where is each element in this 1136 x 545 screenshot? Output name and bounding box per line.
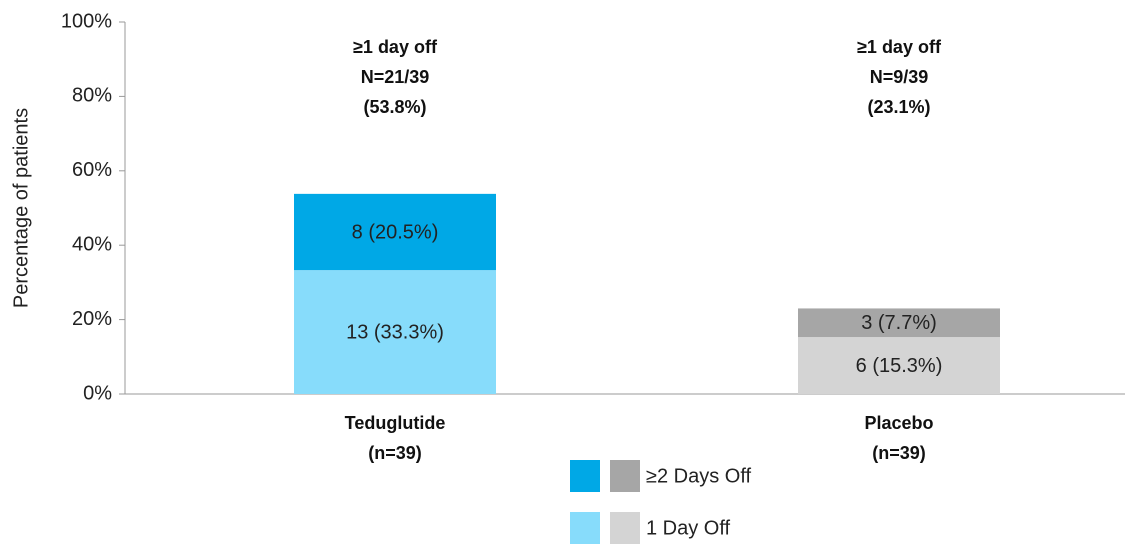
annotation: ≥1 day off N=9/39 (23.1%) <box>857 37 941 117</box>
category-label: Teduglutide (n=39) <box>344 413 446 463</box>
legend-label: 1 Day Off <box>646 517 731 539</box>
value-label: 3 (7.7%) <box>861 312 937 334</box>
y-axis-label: Percentage of patients <box>10 108 32 308</box>
legend-swatch <box>570 460 600 492</box>
value-label: 13 (33.3%) <box>346 321 444 343</box>
y-tick-label: 0% <box>83 382 112 404</box>
value-label: 6 (15.3%) <box>856 355 943 377</box>
bar-segment <box>294 193 496 271</box>
y-tick-label: 60% <box>72 159 112 181</box>
legend-swatch <box>610 512 640 544</box>
annotation: ≥1 day off N=21/39 (53.8%) <box>353 37 437 117</box>
bar-segment <box>798 337 1000 394</box>
legend-swatch <box>610 460 640 492</box>
bar-segment <box>798 308 1000 338</box>
bar-segment <box>294 270 496 394</box>
y-tick-label: 100% <box>61 10 112 32</box>
legend-label: ≥2 Days Off <box>646 465 752 487</box>
value-label: 8 (20.5%) <box>352 221 439 243</box>
legend-swatch <box>570 512 600 544</box>
y-tick-label: 20% <box>72 308 112 330</box>
category-label: Placebo (n=39) <box>864 413 934 463</box>
y-tick-label: 40% <box>72 233 112 255</box>
y-tick-label: 80% <box>72 85 112 107</box>
